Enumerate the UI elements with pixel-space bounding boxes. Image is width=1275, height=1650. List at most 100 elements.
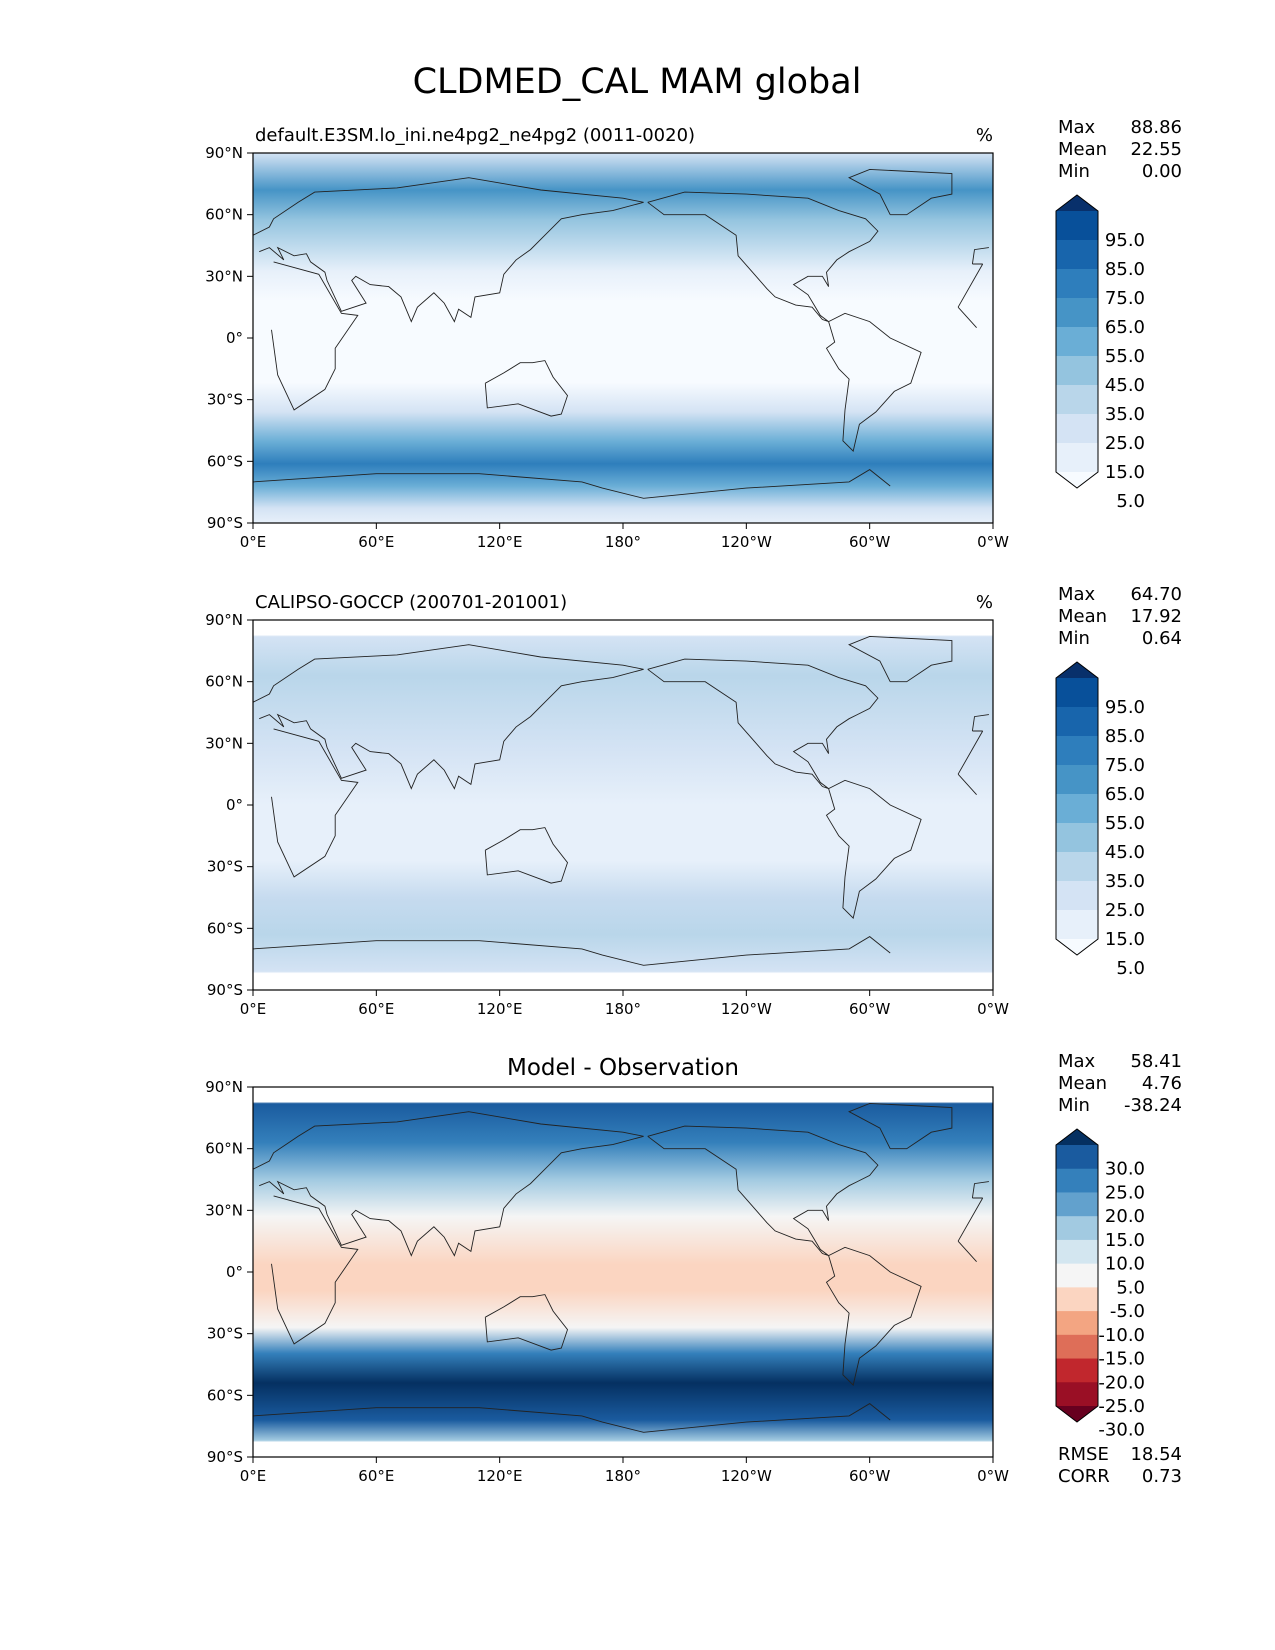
x-tick-label: 0°E — [240, 1467, 267, 1485]
coastline-4 — [647, 1125, 879, 1257]
x-tick-label: 0°W — [977, 1000, 1009, 1018]
colorbar-label: -5.0 — [1110, 1301, 1145, 1322]
x-tick-label: 120°W — [721, 1467, 772, 1485]
units-label: % — [976, 592, 993, 613]
colorbar-extend-bottom — [1056, 939, 1098, 955]
y-tick-label: 30°S — [207, 1325, 243, 1343]
x-tick-label: 180° — [605, 1467, 641, 1485]
colorbar-label: -15.0 — [1098, 1349, 1145, 1370]
x-tick-label: 120°E — [477, 533, 523, 551]
panel-title: CALIPSO-GOCCP (200701-201001) — [255, 592, 567, 613]
footer-stat-value: 18.54 — [1130, 1444, 1182, 1465]
chart-panel-2: CALIPSO-GOCCP (200701-201001) % 90°N 60°N 30… — [205, 584, 1182, 1018]
x-tick-label: 0°E — [240, 1000, 267, 1018]
stat-name: Max — [1058, 584, 1096, 605]
colorbar-label: 55.0 — [1105, 813, 1145, 834]
y-tick-label: 90°S — [207, 981, 243, 999]
y-tick-label: 90°S — [207, 1448, 243, 1466]
chart-panel-3: Model - Observation 90°N 60°N 30°N 0° 30°S 60°… — [205, 1051, 1182, 1487]
x-tick-label: 180° — [605, 1000, 641, 1018]
footer-stat-name: CORR — [1058, 1466, 1110, 1487]
coastline-5 — [825, 779, 922, 919]
colorbar-label: 75.0 — [1105, 288, 1145, 309]
colorbar-label: 30.0 — [1105, 1159, 1145, 1180]
colorbar-label: 55.0 — [1105, 346, 1145, 367]
colorbar-swatch — [1056, 794, 1098, 824]
y-tick-label: 0° — [226, 329, 243, 347]
y-tick-label: 30°N — [205, 267, 243, 285]
colorbar-swatch — [1056, 1192, 1098, 1217]
x-tick-label: 0°W — [977, 1467, 1009, 1485]
colorbar-swatch — [1056, 414, 1098, 444]
colorbar-label: 5.0 — [1116, 958, 1145, 979]
y-tick-label: 30°N — [205, 734, 243, 752]
colorbar-label: -30.0 — [1098, 1420, 1145, 1441]
coastline-2 — [252, 644, 989, 790]
x-tick-label: 120°E — [477, 1000, 523, 1018]
colorbar-outline — [1055, 661, 1099, 956]
y-tick-label: 90°S — [207, 514, 243, 532]
y-tick-label: 0° — [226, 1263, 243, 1281]
x-tick-label: 0°W — [977, 533, 1009, 551]
stat-value: 22.55 — [1130, 139, 1182, 160]
y-tick-label: 60°N — [205, 673, 243, 691]
colorbar-swatch — [1056, 1311, 1098, 1336]
stat-name: Min — [1058, 1095, 1090, 1116]
stat-value: 0.64 — [1142, 628, 1182, 649]
y-tick-label: 60°S — [207, 919, 243, 937]
colorbar-swatch — [1056, 298, 1098, 328]
colorbar-label: 15.0 — [1105, 1230, 1145, 1251]
y-tick-label: 30°S — [207, 391, 243, 409]
colorbar-label: 95.0 — [1105, 697, 1145, 718]
stat-value: 64.70 — [1130, 584, 1182, 605]
stat-name: Max — [1058, 117, 1096, 138]
colorbar-swatch — [1056, 1239, 1098, 1265]
y-tick-label: 30°N — [205, 1201, 243, 1219]
coastline-6 — [848, 168, 953, 216]
colorbar-swatch — [1056, 1263, 1098, 1288]
map-field — [253, 620, 993, 990]
colorbar-label: -25.0 — [1098, 1396, 1145, 1417]
colorbar-label: 25.0 — [1105, 433, 1145, 454]
colorbar-label: 5.0 — [1116, 491, 1145, 512]
y-tick-label: 90°N — [205, 1078, 243, 1096]
stat-name: Min — [1058, 628, 1090, 649]
coastline-7 — [252, 1403, 891, 1433]
stat-name: Max — [1058, 1051, 1096, 1072]
colorbar-label: 10.0 — [1105, 1254, 1145, 1275]
x-tick-label: 60°W — [849, 533, 891, 551]
colorbar-label: 20.0 — [1105, 1206, 1145, 1227]
colorbar-swatch — [1056, 269, 1098, 299]
colorbar-swatch — [1056, 678, 1098, 708]
coastline-6 — [848, 635, 953, 683]
coastline-7 — [252, 936, 891, 966]
coastline-3 — [484, 827, 569, 884]
colorbar-extend-top — [1056, 662, 1098, 678]
colorbar-outline — [1055, 194, 1099, 489]
colorbar-swatch — [1056, 327, 1098, 357]
colorbar-swatch — [1056, 736, 1098, 766]
map-field — [253, 153, 993, 523]
colorbar-swatch — [1056, 356, 1098, 386]
y-tick-label: 60°S — [207, 452, 243, 470]
colorbar-swatch — [1056, 385, 1098, 415]
colorbar-extend-top — [1056, 195, 1098, 211]
stat-value: 17.92 — [1130, 606, 1182, 627]
colorbar-label: 95.0 — [1105, 230, 1145, 251]
stat-name: Mean — [1058, 139, 1107, 160]
stat-value: 58.41 — [1130, 1051, 1182, 1072]
x-tick-label: 120°E — [477, 1467, 523, 1485]
coastlines — [252, 635, 989, 966]
colorbar-swatch — [1056, 1382, 1098, 1407]
coastline-3 — [484, 360, 569, 417]
x-tick-label: 60°E — [358, 1000, 394, 1018]
colorbar-label: 25.0 — [1105, 900, 1145, 921]
colorbar-swatch — [1056, 211, 1098, 241]
x-tick-label: 60°W — [849, 1000, 891, 1018]
colorbar-label: 85.0 — [1105, 726, 1145, 747]
footer-stat-value: 0.73 — [1142, 1466, 1182, 1487]
footer-stat-name: RMSE — [1058, 1444, 1109, 1465]
coastline-5 — [825, 312, 922, 452]
y-tick-label: 60°S — [207, 1386, 243, 1404]
